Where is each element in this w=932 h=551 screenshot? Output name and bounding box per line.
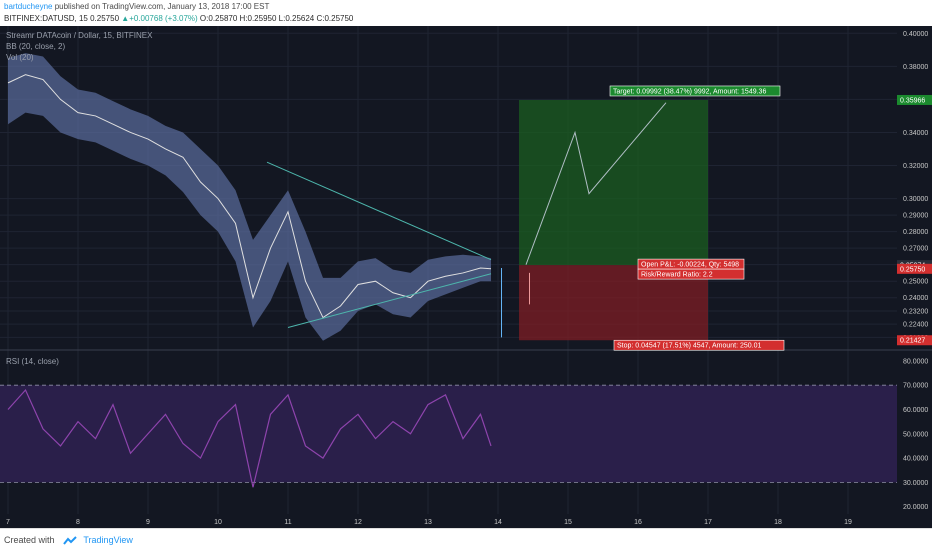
target-label: Target: 0.09992 (38.47%) 9992, Amount: 1… [613,88,766,95]
x-tick-label: 15 [564,519,572,526]
rsi-legend[interactable]: RSI (14, close) [6,357,59,366]
stop-label: Stop: 0.04547 (17.51%) 4547, Amount: 250… [617,343,761,350]
rsi-tick-label: 80.0000 [903,358,928,365]
rsi-tick-label: 50.0000 [903,431,928,438]
y-tick-label: 0.24000 [903,295,928,302]
risk-reward-label-box [637,268,745,280]
publisher-line: bartducheyne published on TradingView.co… [4,2,269,11]
x-tick-label: 16 [634,519,642,526]
trendline [287,273,492,328]
rsi-tick-label: 70.0000 [903,383,928,390]
rsi-tick-label: 30.0000 [903,480,928,487]
symbol-legend[interactable]: Streamr DATAcoin / Dollar, 15, BITFINEX [6,31,153,40]
y-tick-label: 0.25000 [903,279,928,286]
x-tick-label: 13 [424,519,432,526]
vol-legend[interactable]: Vol (20) [6,53,34,62]
ohlc-values: O:0.25870 H:0.25950 L:0.25624 C:0.25750 [199,14,354,23]
y-tick-label: 0.38000 [903,64,928,71]
y-tick-label: 0.40000 [903,31,928,38]
open-pnl-label: Open P&L: -0.00224, Qty: 5498 [641,262,739,269]
last-price: 0.25750 [90,14,120,23]
x-axis-labels: 7 8 9 10 11 12 13 14 15 16 17 18 19 [6,519,852,526]
y-tick-label: 0.32000 [903,163,928,170]
price-tag-label: 0.25750 [900,266,925,273]
y-tick-label: 0.29000 [903,213,928,220]
price-tag-label: 0.21427 [900,338,925,345]
rsi-tick-label: 20.0000 [903,504,928,511]
rsi-line [7,388,492,488]
chart-area[interactable]: 0.400000.380000.360000.340000.320000.300… [0,26,932,528]
rsi-band [0,385,897,483]
y-tick-label: 0.30000 [903,196,928,203]
y-tick-label: 0.27000 [903,246,928,253]
position-zones [519,99,708,341]
y-tick-label: 0.34000 [903,130,928,137]
symbol-label: BITFINEX:DATUSD, 15 [4,14,88,23]
target-label-box [609,85,781,97]
x-tick-label: 10 [214,519,222,526]
ohlc-line: BITFINEX:DATUSD, 15 0.25750 ▲+0.00768 (+… [4,14,353,23]
change-up-icon: ▲ [121,14,130,23]
y-tick-label: 0.22400 [903,322,928,329]
tradingview-brand[interactable]: TradingView [83,535,133,545]
y-tick-label: 0.28000 [903,229,928,236]
price-tag [897,263,932,274]
chart-header: bartducheyne published on TradingView.co… [0,0,932,26]
price-tag-label: 0.35966 [900,97,925,104]
x-tick-label: 8 [76,519,80,526]
rsi-tick-label: 40.0000 [903,456,928,463]
price-line [7,74,492,319]
published-text: published on TradingView.com, January 13… [52,2,270,11]
price-tag [897,335,932,346]
x-tick-label: 11 [284,519,291,526]
price-tag [897,94,932,105]
trendline [266,161,492,261]
footer: Created with TradingView [0,528,932,551]
price-axis[interactable] [897,26,932,528]
x-tick-label: 17 [704,519,712,526]
price-panel [7,53,492,341]
tradingview-logo-icon [63,535,77,545]
x-tick-label: 9 [146,519,150,526]
bollinger-band [8,53,491,341]
bb-legend[interactable]: BB (20, close, 2) [6,42,65,51]
rsi-panel [0,384,897,488]
target-zone [519,99,708,266]
created-with: Created with [4,535,55,545]
price-change: +0.00768 (+3.07%) [129,14,198,23]
y-tick-label: 0.23200 [903,308,928,315]
x-tick-label: 18 [774,519,782,526]
x-tick-label: 7 [6,519,10,526]
author-link[interactable]: bartducheyne [4,2,53,11]
rsi-tick-label: 60.0000 [903,407,928,414]
risk-reward-label: Risk/Reward Ratio: 2.2 [641,272,713,279]
stop-label-box [613,339,785,351]
x-tick-label: 19 [844,519,852,526]
x-tick-label: 14 [494,519,502,526]
x-tick-label: 12 [354,519,362,526]
drawings [266,102,667,338]
forecast-arrow [525,102,667,265]
